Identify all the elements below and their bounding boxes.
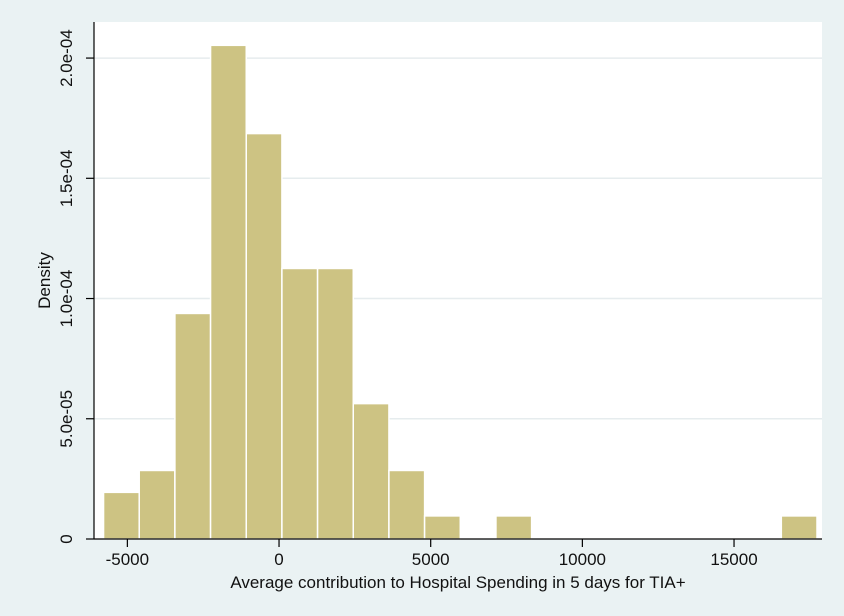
histogram-bar [423, 515, 462, 540]
histogram-bar [102, 491, 140, 540]
y-tick-label: 0 [57, 534, 76, 543]
histogram-bar [495, 515, 533, 540]
y-tick-label: 1.0e-04 [57, 270, 76, 328]
x-tick-label: 15000 [710, 550, 757, 569]
x-tick-label: 5000 [412, 550, 450, 569]
histogram-bar [209, 44, 247, 540]
axes [93, 22, 822, 540]
x-axis-ticks: -5000 0 5000 10000 15000 [106, 539, 758, 569]
histogram-bar [780, 515, 818, 540]
histogram-bar [352, 402, 390, 540]
histogram-bar [388, 469, 426, 540]
y-tick-label: 1.5e-04 [57, 149, 76, 207]
histogram-bar [245, 132, 283, 540]
histogram-bar [281, 267, 319, 540]
histogram-bar [138, 469, 176, 540]
x-tick-label: -5000 [106, 550, 149, 569]
y-tick-label: 5.0e-05 [57, 390, 76, 448]
x-tick-label: 0 [274, 550, 283, 569]
y-axis-ticks: 0 5.0e-05 1.0e-04 1.5e-04 2.0e-04 [57, 29, 94, 544]
histogram-bars [102, 44, 818, 540]
x-tick-label: 10000 [559, 550, 606, 569]
y-tick-label: 2.0e-04 [57, 29, 76, 87]
y-axis-label: Density [35, 252, 54, 309]
x-axis-label: Average contribution to Hospital Spendin… [230, 573, 685, 592]
histogram-bar [316, 267, 355, 540]
histogram-bar [174, 312, 212, 540]
